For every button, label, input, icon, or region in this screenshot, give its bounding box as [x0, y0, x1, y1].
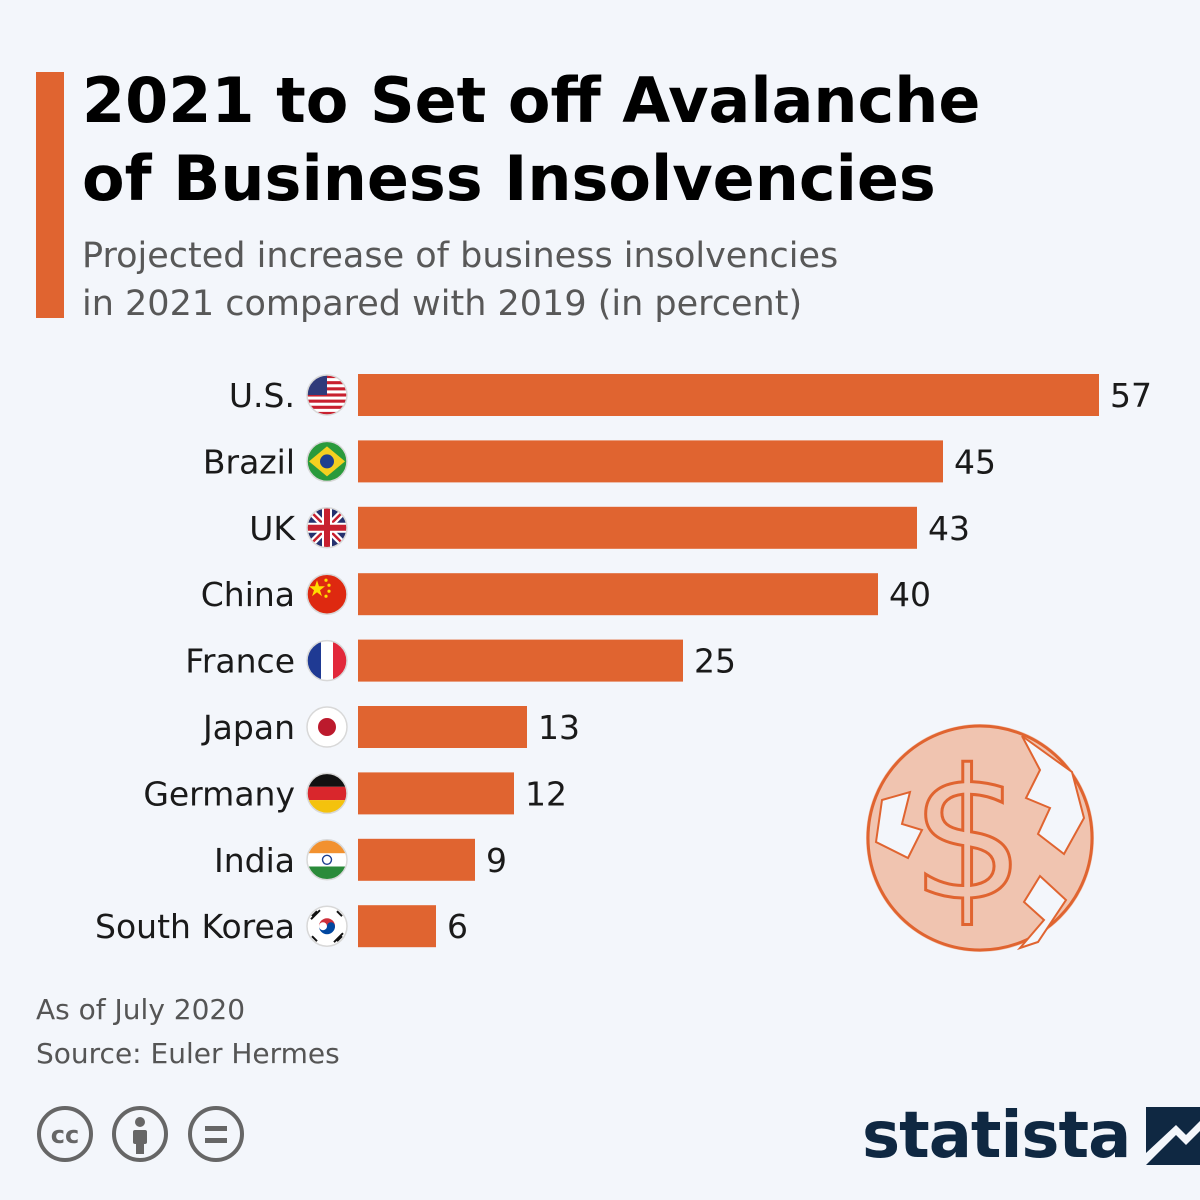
value-label-france: 25 — [694, 642, 736, 681]
bar-uk — [358, 506, 917, 549]
value-label-u-s: 57 — [1110, 376, 1152, 415]
value-label-brazil: 45 — [954, 442, 996, 481]
creative-commons-icon[interactable]: cc — [37, 1106, 93, 1162]
value-label-uk: 43 — [928, 509, 970, 548]
bar-u-s — [358, 374, 1099, 416]
france-flag-icon — [306, 639, 348, 682]
title-line-2: of Business Insolvencies — [82, 142, 936, 215]
bar-india — [358, 838, 475, 881]
value-label-india: 9 — [486, 841, 507, 880]
attribution-icon[interactable] — [112, 1106, 168, 1162]
uk-flag-icon — [306, 507, 348, 549]
chart-footer: As of July 2020 Source: Euler Hermes — [36, 988, 340, 1076]
category-label-china: China — [201, 575, 295, 614]
category-label-france: France — [185, 642, 295, 681]
bar-france — [358, 639, 683, 682]
title-line-1: 2021 to Set off Avalanche — [82, 64, 981, 137]
bar-brazil — [358, 440, 943, 483]
south-korea-flag-icon — [306, 905, 348, 947]
no-derivatives-icon[interactable] — [188, 1106, 244, 1162]
category-label-uk: UK — [249, 509, 296, 548]
page-subtitle: Projected increase of business insolvenc… — [82, 232, 1082, 328]
svg-text:cc: cc — [51, 1121, 79, 1149]
value-label-japan: 13 — [538, 708, 580, 747]
category-label-india: India — [214, 841, 295, 880]
subtitle-line-1: Projected increase of business insolvenc… — [82, 236, 839, 276]
us-flag-icon — [306, 374, 348, 416]
category-label-japan: Japan — [201, 708, 295, 747]
dollar-sign-icon: $ — [911, 732, 1026, 941]
as-of-note: As of July 2020 — [36, 993, 246, 1026]
license-icons: cc — [37, 1106, 244, 1162]
bar-germany — [358, 772, 514, 815]
category-label-u-s: U.S. — [229, 376, 295, 415]
broken-dollar-coin-icon: $ — [866, 724, 1094, 952]
statista-logo-text: statista — [862, 1099, 1131, 1173]
statista-mark-icon — [1146, 1107, 1200, 1165]
bar-south-korea — [358, 905, 436, 948]
subtitle-line-2: in 2021 compared with 2019 (in percent) — [82, 284, 803, 324]
source-note: Source: Euler Hermes — [36, 1037, 340, 1070]
value-label-germany: 12 — [525, 774, 567, 813]
value-label-south-korea: 6 — [447, 907, 468, 946]
china-flag-icon — [306, 573, 348, 615]
category-label-germany: Germany — [143, 774, 295, 813]
india-flag-icon — [306, 839, 348, 881]
category-label-brazil: Brazil — [203, 442, 295, 481]
value-label-china: 40 — [889, 575, 931, 614]
brazil-flag-icon — [306, 440, 348, 483]
statista-logo[interactable]: statista — [862, 1096, 1200, 1176]
title-accent-bar — [36, 72, 64, 318]
japan-flag-icon — [306, 706, 348, 748]
bar-japan — [358, 706, 527, 748]
bar-china — [358, 573, 878, 616]
page-title: 2021 to Set off Avalanche of Business In… — [82, 62, 1082, 218]
category-label-south-korea: South Korea — [95, 907, 295, 946]
germany-flag-icon — [306, 772, 348, 815]
